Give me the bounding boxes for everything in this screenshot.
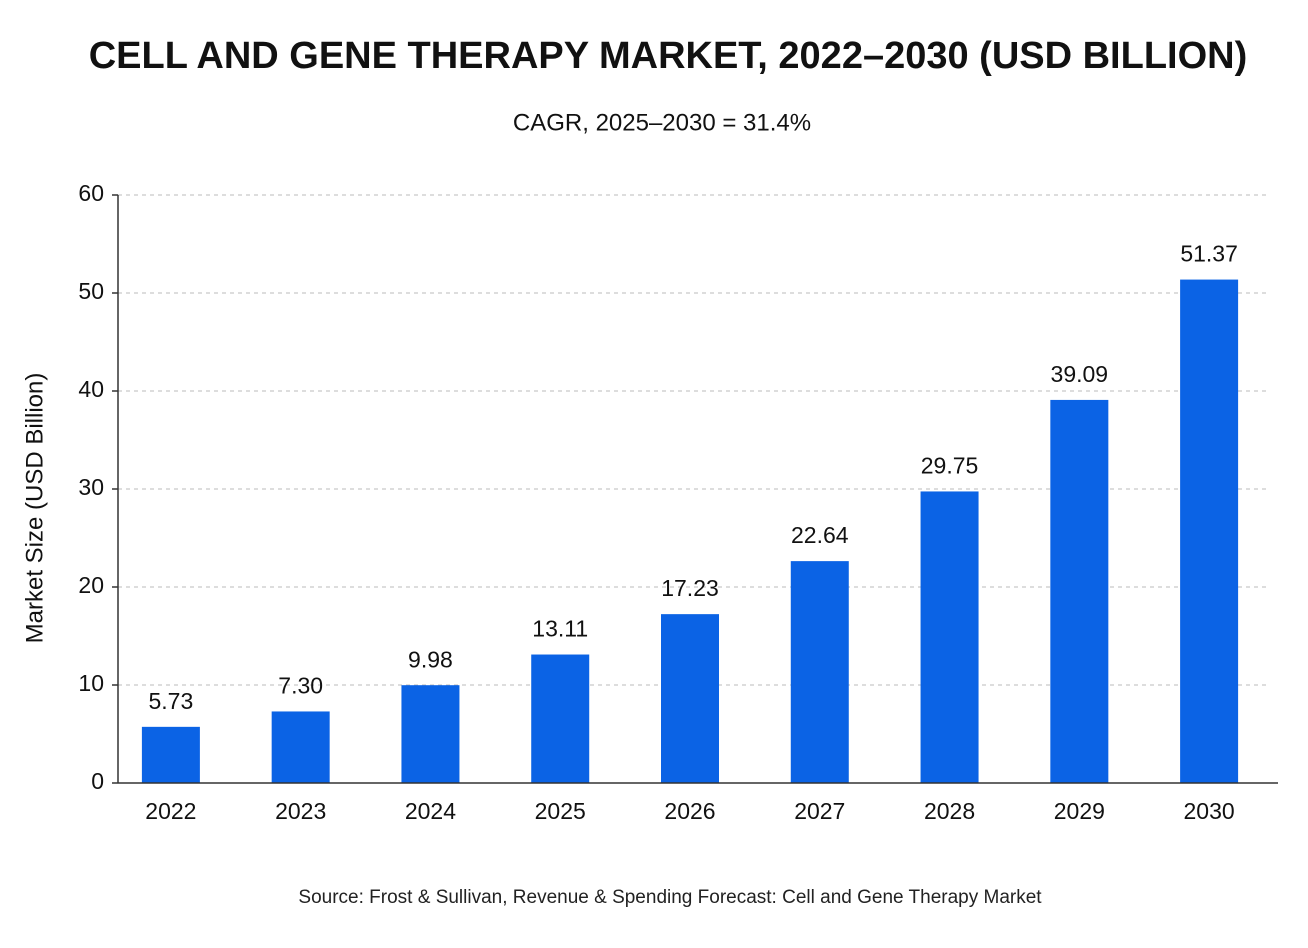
- x-tick-label: 2028: [924, 798, 975, 824]
- y-tick-label: 20: [78, 572, 104, 598]
- value-label: 7.30: [278, 673, 323, 699]
- y-tick-label: 10: [78, 670, 104, 696]
- value-label: 9.98: [408, 646, 453, 672]
- value-label: 22.64: [791, 522, 849, 548]
- x-tick-label: 2026: [664, 798, 715, 824]
- bar: [271, 711, 330, 783]
- chart-title: CELL AND GENE THERAPY MARKET, 2022–2030 …: [89, 35, 1248, 77]
- bar: [920, 491, 979, 783]
- x-tick-label: 2030: [1184, 798, 1235, 824]
- y-tick-label: 60: [78, 180, 104, 206]
- y-tick-label: 30: [78, 474, 104, 500]
- value-label: 5.73: [149, 688, 194, 714]
- bar: [1050, 399, 1109, 783]
- bar: [141, 726, 200, 783]
- y-tick-label: 40: [78, 376, 104, 402]
- x-tick-label: 2022: [145, 798, 196, 824]
- y-axis-label: Market Size (USD Billion): [21, 373, 48, 644]
- bar: [790, 561, 849, 783]
- y-tick-label: 50: [78, 278, 104, 304]
- bar: [531, 654, 590, 783]
- x-tick-label: 2029: [1054, 798, 1105, 824]
- chart-subtitle: CAGR, 2025–2030 = 31.4%: [513, 109, 811, 136]
- bar: [1180, 279, 1239, 783]
- y-tick-label: 0: [91, 768, 104, 794]
- value-label: 51.37: [1180, 241, 1238, 267]
- value-label: 29.75: [921, 453, 979, 479]
- x-tick-label: 2025: [535, 798, 586, 824]
- value-label: 13.11: [532, 616, 588, 642]
- value-label: 39.09: [1051, 361, 1109, 387]
- value-label: 17.23: [661, 575, 719, 601]
- x-tick-label: 2023: [275, 798, 326, 824]
- source-note: Source: Frost & Sullivan, Revenue & Spen…: [298, 887, 1042, 908]
- x-tick-label: 2024: [405, 798, 456, 824]
- x-tick-label: 2027: [794, 798, 845, 824]
- bar: [401, 685, 460, 783]
- bar: [661, 614, 719, 783]
